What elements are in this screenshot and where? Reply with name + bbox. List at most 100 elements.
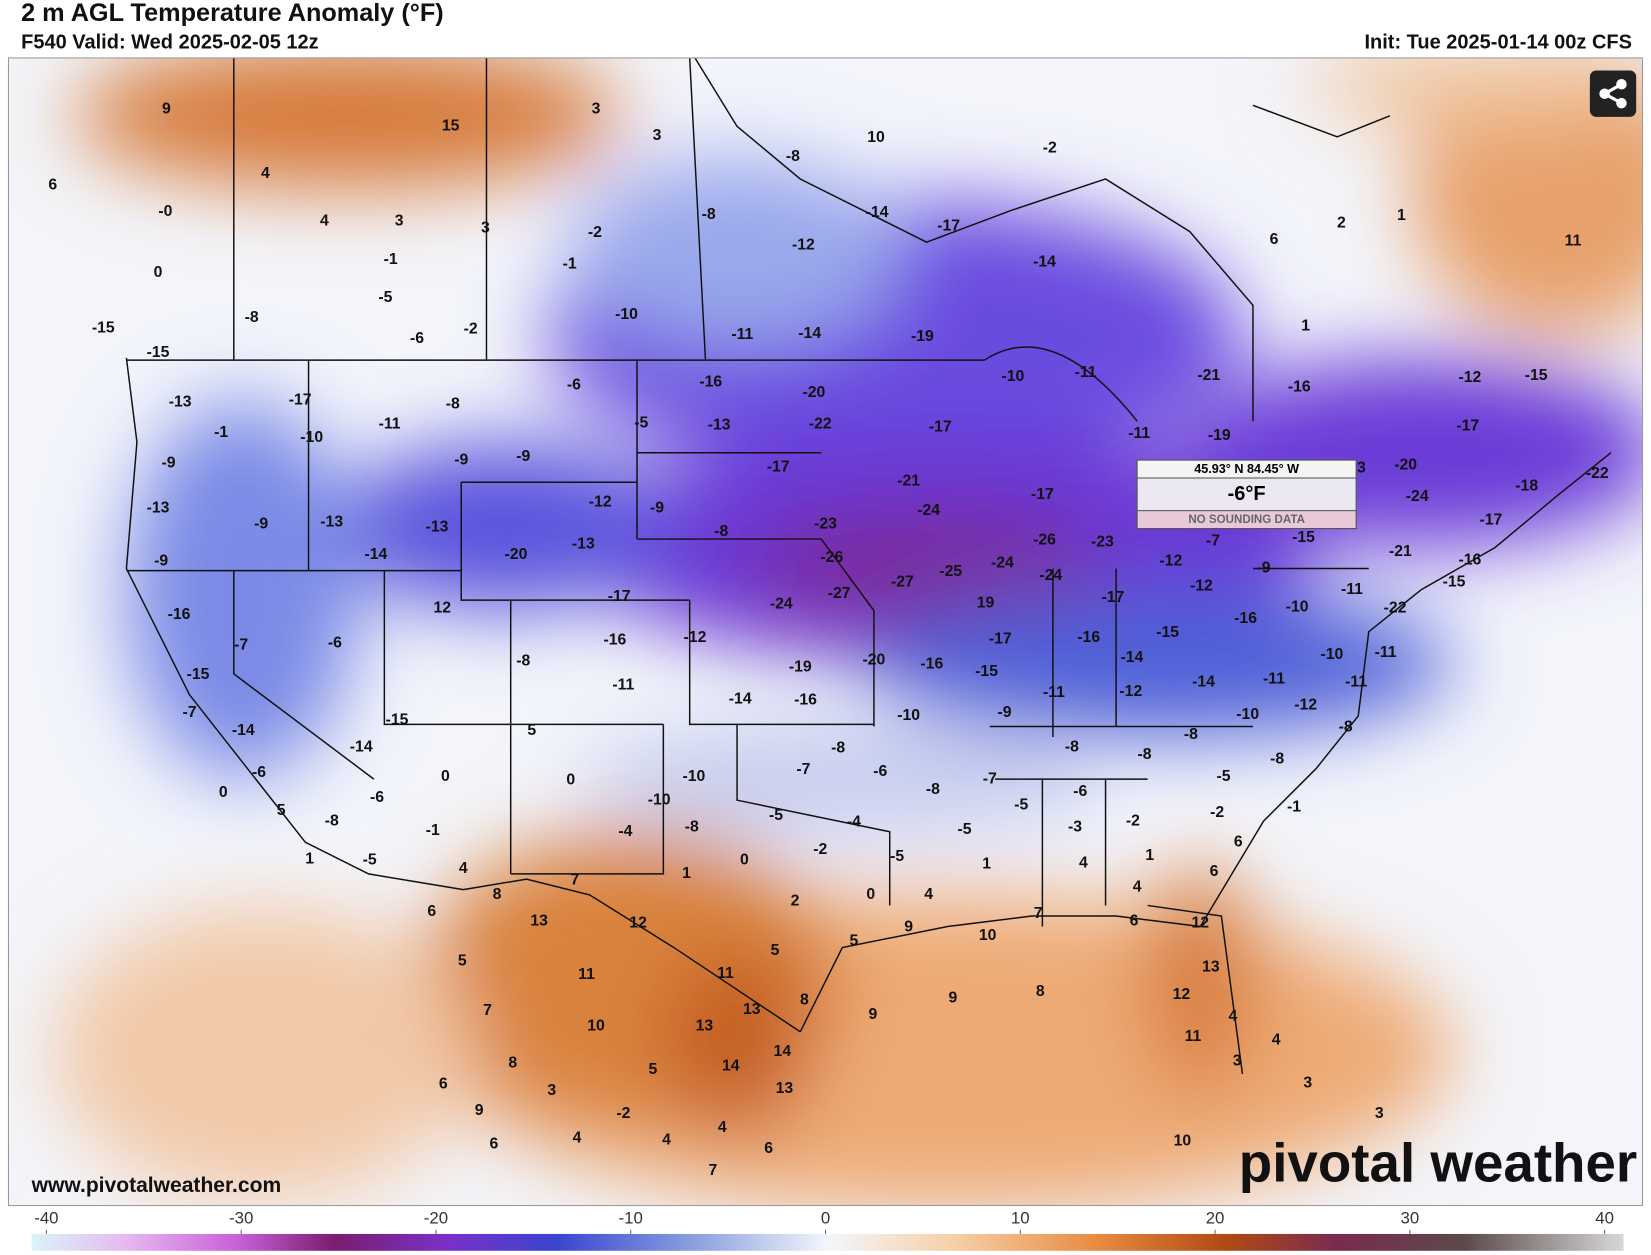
- anomaly-label: -8: [516, 652, 530, 669]
- anomaly-label: -19: [1208, 427, 1231, 444]
- anomaly-label: -10: [648, 791, 671, 808]
- borders: [125, 57, 1612, 1075]
- anomaly-label: -6: [567, 377, 581, 394]
- anomaly-label: 7: [1034, 905, 1043, 922]
- anomaly-label: -6: [873, 763, 887, 780]
- anomaly-label: -24: [770, 596, 793, 613]
- anomaly-label: -2: [1210, 804, 1224, 821]
- anomaly-label: -8: [926, 781, 940, 798]
- anomaly-label: -16: [168, 606, 191, 623]
- anomaly-label: 10: [979, 927, 997, 944]
- anomaly-label: 4: [459, 860, 468, 877]
- point-popup: 45.93° N 84.45° W -6°F NO SOUNDING DATA: [1136, 459, 1357, 530]
- anomaly-label: -14: [350, 739, 373, 756]
- anomaly-label: -10: [682, 768, 705, 785]
- anomaly-label: -22: [1384, 600, 1407, 617]
- anomaly-label: 3: [1303, 1075, 1312, 1092]
- anomaly-label: -24: [917, 502, 940, 519]
- colorbar-tick-label: 20: [1206, 1209, 1225, 1228]
- anomaly-label: 10: [867, 129, 885, 146]
- anomaly-label: 5: [771, 942, 780, 959]
- anomaly-label: -25: [939, 563, 962, 580]
- anomaly-label: -21: [897, 472, 920, 489]
- anomaly-label: 11: [1185, 1028, 1202, 1045]
- anomaly-label: -11: [1341, 581, 1363, 598]
- anomaly-label: 1: [982, 856, 991, 873]
- colorbar-tick-label: -10: [619, 1209, 643, 1228]
- colorbar-tick-label: -20: [424, 1209, 448, 1228]
- anomaly-label: -9: [650, 500, 664, 517]
- anomaly-label: -14: [729, 690, 752, 707]
- anomaly-label: -6: [410, 330, 424, 347]
- anomaly-label: -5: [1014, 797, 1028, 814]
- anomaly-label: -9: [454, 451, 468, 468]
- anomaly-label: -13: [320, 513, 343, 530]
- anomaly-label: -1: [426, 822, 440, 839]
- anomaly-label: -23: [1091, 533, 1114, 550]
- anomaly-label: -15: [1292, 529, 1315, 546]
- anomaly-label: -16: [1288, 379, 1311, 396]
- anomaly-label: 4: [662, 1131, 671, 1148]
- anomaly-label: -1: [1287, 799, 1301, 816]
- anomaly-label: -10: [300, 429, 323, 446]
- anomaly-label: -14: [866, 204, 889, 221]
- anomaly-label: 0: [740, 851, 749, 868]
- anomaly-label: -23: [814, 515, 837, 532]
- anomaly-label: 5: [527, 722, 536, 739]
- anomaly-label: -4: [847, 813, 861, 830]
- anomaly-label: -13: [147, 500, 170, 517]
- anomaly-label: -6: [328, 634, 342, 651]
- anomaly-label: 9: [868, 1006, 877, 1023]
- anomaly-label: -16: [604, 631, 627, 648]
- anomaly-label: -11: [379, 415, 401, 432]
- anomaly-label: 8: [1036, 983, 1045, 1000]
- anomaly-label: -15: [92, 320, 115, 337]
- share-button[interactable]: [1589, 70, 1637, 117]
- site-url: www.pivotalweather.com: [31, 1174, 282, 1197]
- anomaly-label: -14: [1033, 253, 1056, 270]
- anomaly-label: 13: [530, 912, 548, 929]
- anomaly-label: 6: [1270, 231, 1279, 248]
- anomaly-label: -11: [731, 326, 753, 343]
- anomaly-label: 5: [850, 932, 859, 949]
- anomaly-label: -10: [1286, 599, 1309, 616]
- anomaly-label: 13: [696, 1018, 714, 1035]
- anomaly-label: -20: [863, 651, 886, 668]
- anomaly-label: -9: [154, 552, 168, 569]
- anomaly-label: 19: [977, 594, 995, 611]
- anomaly-label: 4: [924, 886, 933, 903]
- anomaly-label: -0: [158, 203, 172, 220]
- anomaly-label: 3: [481, 220, 490, 237]
- anomaly-label: -10: [615, 306, 638, 323]
- anomaly-label: -12: [1294, 697, 1317, 714]
- anomaly-label: -17: [1456, 418, 1479, 435]
- anomaly-label: -16: [794, 691, 817, 708]
- anomaly-label: 3: [653, 127, 662, 144]
- anomaly-label: -9: [516, 448, 530, 465]
- anomaly-label: 14: [722, 1058, 740, 1075]
- anomaly-label: -5: [957, 821, 971, 838]
- anomaly-label: -11: [1075, 364, 1097, 381]
- anomaly-label: 7: [708, 1162, 717, 1179]
- anomaly-label: 12: [629, 915, 647, 932]
- anomaly-label: 0: [154, 264, 163, 281]
- anomaly-label: 6: [439, 1076, 448, 1093]
- anomaly-label: -12: [589, 493, 612, 510]
- anomaly-label: -17: [608, 588, 631, 605]
- anomaly-label: -2: [1043, 140, 1057, 157]
- anomaly-label: -9: [161, 454, 175, 471]
- anomaly-label: -12: [792, 236, 815, 253]
- anomaly-label: -11: [1263, 670, 1285, 687]
- colorbar: [31, 1233, 1624, 1251]
- anomaly-label: -11: [1345, 673, 1367, 690]
- anomaly-label: -11: [1043, 684, 1065, 701]
- anomaly-label: -16: [920, 656, 943, 673]
- anomaly-label: -16: [1077, 629, 1100, 646]
- anomaly-label: -12: [1190, 578, 1213, 595]
- anomaly-label: -7: [796, 761, 810, 778]
- anomaly-label: -2: [813, 841, 827, 858]
- anomaly-label: -20: [505, 546, 528, 563]
- init-time: Init: Tue 2025-01-14 00z CFS: [1364, 31, 1631, 53]
- colorbar-tick-label: 0: [821, 1209, 830, 1228]
